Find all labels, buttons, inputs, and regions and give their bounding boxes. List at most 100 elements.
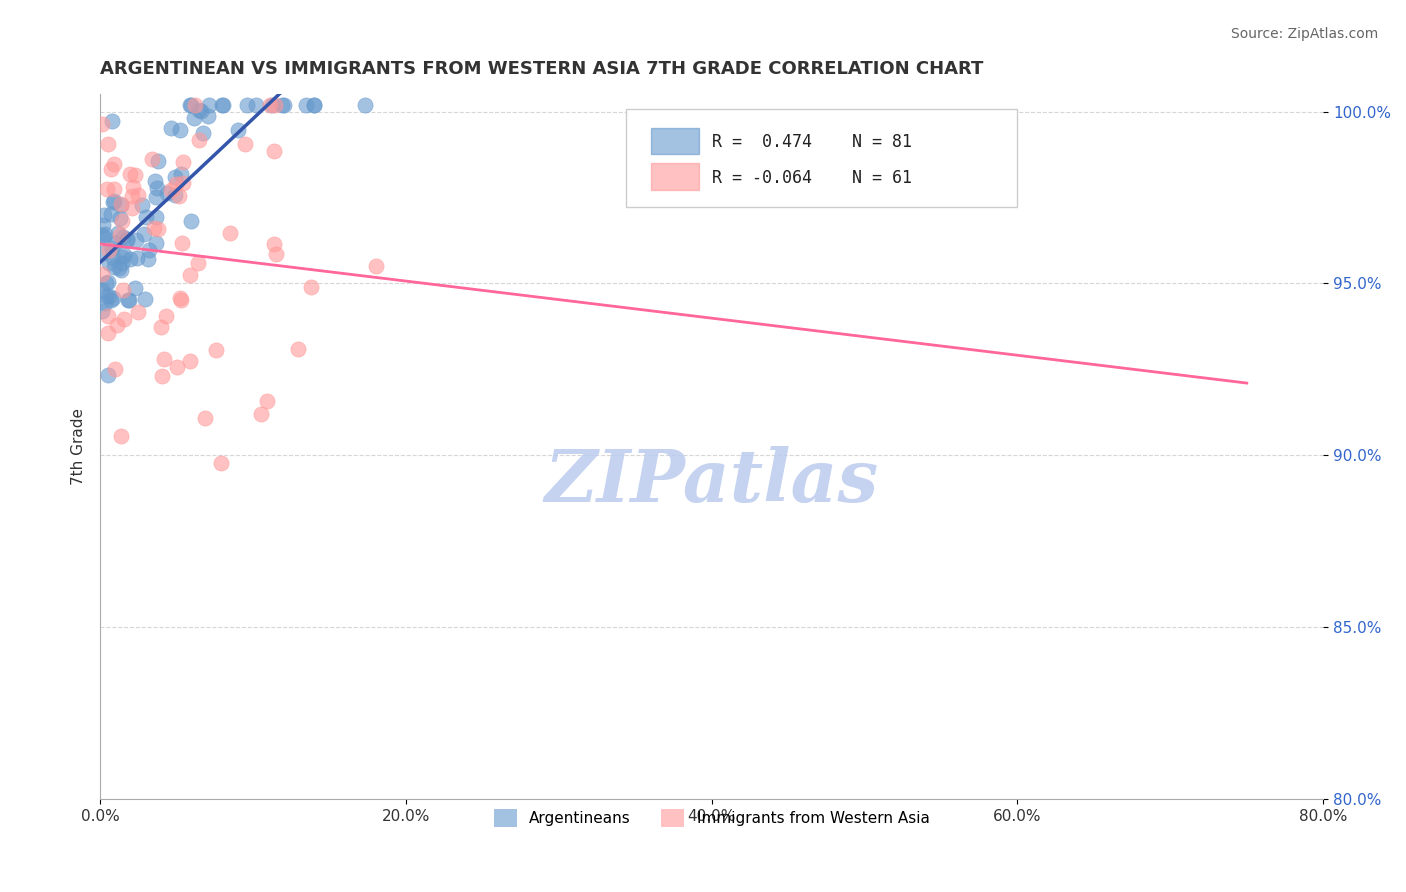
Point (110, 196, 132, 211)
Point (98, 243, 121, 257)
Point (236, 97, 259, 112)
Point (97, 309, 120, 323)
Point (138, 243, 160, 257)
Point (127, 252, 149, 266)
Point (153, 351, 176, 366)
Point (105, 318, 128, 332)
Point (96, 277, 118, 291)
Point (117, 293, 139, 308)
Point (165, 187, 187, 202)
Point (91, 218, 114, 232)
Point (94, 227, 117, 242)
Point (91, 283, 114, 297)
Point (190, 104, 212, 119)
Point (226, 123, 249, 137)
Point (142, 220, 165, 235)
Point (233, 137, 256, 152)
Point (155, 310, 177, 324)
Point (120, 167, 142, 181)
Point (108, 227, 131, 242)
Point (104, 361, 127, 376)
Point (263, 144, 285, 158)
Point (249, 407, 271, 421)
Point (155, 186, 177, 200)
Point (194, 411, 217, 425)
Point (134, 292, 156, 306)
Point (103, 157, 125, 171)
Point (103, 252, 125, 266)
Point (245, 97, 267, 112)
Point (264, 97, 287, 112)
Point (90, 267, 112, 281)
Point (266, 247, 288, 261)
Point (366, 259, 388, 273)
Point (263, 236, 285, 251)
Point (143, 174, 166, 188)
Point (101, 194, 124, 209)
Point (179, 354, 201, 368)
Point (160, 183, 183, 197)
Text: ZIPatlas: ZIPatlas (544, 446, 879, 517)
Point (167, 189, 190, 203)
Point (121, 201, 143, 215)
Point (273, 97, 295, 112)
Point (118, 293, 141, 307)
Text: R = -0.064    N = 61: R = -0.064 N = 61 (711, 169, 911, 186)
Point (90, 304, 112, 318)
Point (91, 246, 114, 260)
Point (94, 289, 117, 303)
Legend: Argentineans, Immigrants from Western Asia: Argentineans, Immigrants from Western As… (488, 803, 935, 833)
Point (165, 177, 187, 191)
Point (120, 252, 142, 267)
Point (90, 227, 112, 242)
Point (93, 208, 115, 222)
Point (150, 369, 173, 384)
Point (169, 122, 191, 136)
Point (110, 198, 132, 212)
Point (110, 214, 132, 228)
Point (193, 126, 215, 140)
Point (170, 293, 193, 307)
Point (111, 256, 134, 270)
Point (172, 176, 194, 190)
Point (295, 97, 318, 112)
Point (100, 161, 122, 176)
Point (101, 291, 124, 305)
Point (170, 236, 193, 251)
Bar (651, 162, 699, 189)
Point (124, 281, 146, 295)
Point (111, 229, 134, 244)
Point (198, 97, 221, 112)
Point (287, 343, 309, 357)
Point (146, 153, 169, 168)
Point (127, 305, 149, 319)
Point (149, 320, 172, 334)
Point (117, 232, 139, 246)
Point (97, 368, 120, 383)
Point (188, 133, 211, 147)
Point (98, 256, 121, 270)
Point (111, 250, 134, 264)
Point (121, 188, 143, 202)
Point (146, 222, 169, 236)
Point (112, 312, 135, 326)
Point (141, 152, 163, 166)
Point (97, 326, 120, 340)
Point (103, 182, 125, 196)
Text: ARGENTINEAN VS IMMIGRANTS FROM WESTERN ASIA 7TH GRADE CORRELATION CHART: ARGENTINEAN VS IMMIGRANTS FROM WESTERN A… (100, 60, 984, 78)
Bar (651, 128, 699, 154)
Point (159, 121, 181, 136)
Point (165, 170, 187, 185)
Point (97, 136, 120, 151)
Point (135, 210, 157, 224)
Point (188, 103, 211, 117)
Point (179, 268, 201, 282)
Point (124, 168, 146, 182)
Point (103, 194, 125, 208)
Text: Source: ZipAtlas.com: Source: ZipAtlas.com (1230, 27, 1378, 41)
Point (180, 97, 202, 112)
FancyBboxPatch shape (626, 109, 1018, 207)
Point (271, 97, 294, 112)
Point (209, 456, 232, 470)
Point (104, 235, 127, 250)
